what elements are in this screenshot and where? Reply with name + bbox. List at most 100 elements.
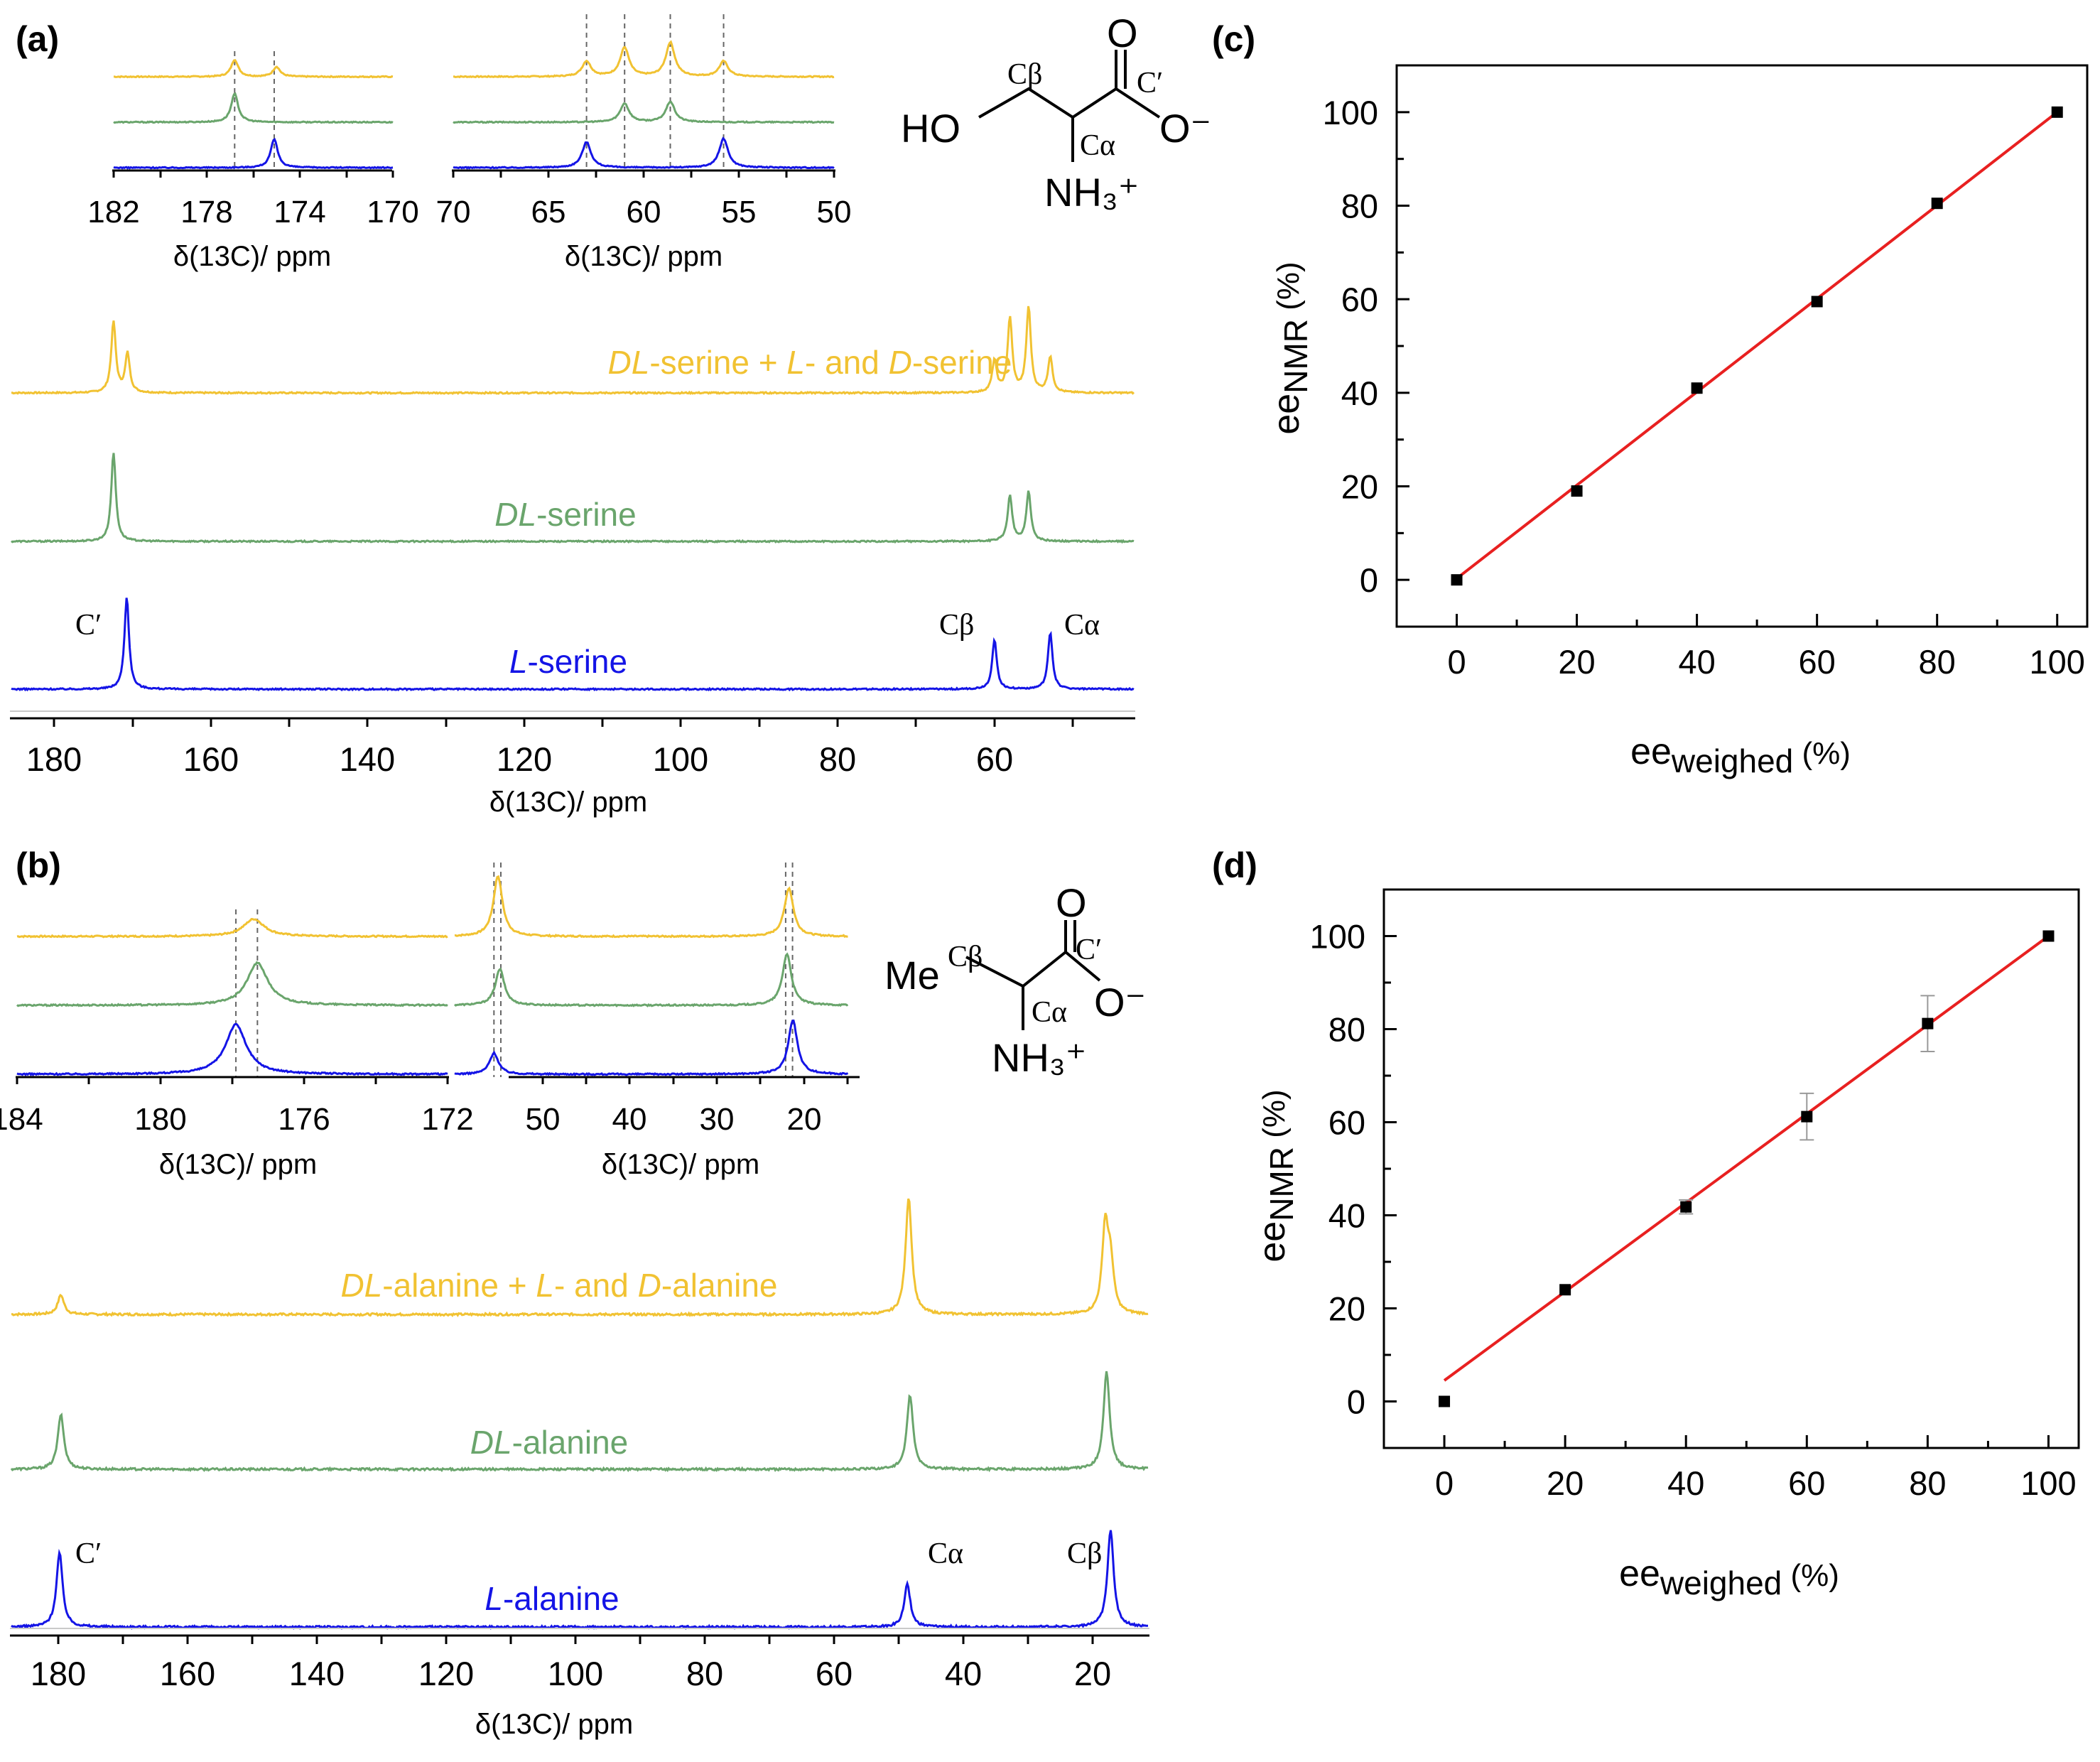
data-point bbox=[2051, 106, 2063, 118]
inset-tick-label: 172 bbox=[421, 1102, 473, 1137]
peak-label-calpha: Cα bbox=[1064, 609, 1100, 642]
x-tick-label: 60 bbox=[1788, 1464, 1825, 1502]
data-point bbox=[1931, 198, 1943, 210]
inset-tick-label: 55 bbox=[722, 195, 757, 229]
data-point bbox=[1691, 382, 1703, 394]
y-tick-label: 0 bbox=[1347, 1383, 1365, 1421]
data-point bbox=[1922, 1017, 1934, 1029]
panel-b: (b) 184 180 176 172 δ(13C)/ ppm 50 40 30… bbox=[0, 845, 1149, 1740]
panel-a-inset-carbonyl: 182 178 174 170 δ(13C)/ ppm bbox=[87, 51, 419, 272]
inset-tick-label: 174 bbox=[274, 195, 325, 229]
trace-label-blue: L-serine bbox=[509, 643, 627, 680]
main-tick-label: 60 bbox=[816, 1655, 853, 1692]
serine-ho: HO bbox=[901, 106, 960, 151]
y-tick-label: 60 bbox=[1328, 1104, 1365, 1142]
x-tick-label: 20 bbox=[1558, 643, 1595, 681]
peak-label-cprime: C′ bbox=[75, 1537, 102, 1570]
inset-x-label: δ(13C)/ ppm bbox=[159, 1149, 317, 1180]
inset-tick-label: 176 bbox=[278, 1102, 330, 1137]
spectrum-trace bbox=[16, 1022, 448, 1076]
main-tick-label: 160 bbox=[183, 740, 239, 778]
data-point bbox=[1571, 485, 1583, 497]
inset-tick-label: 65 bbox=[531, 195, 566, 229]
serine-nh3: NH₃⁺ bbox=[1044, 170, 1139, 215]
serine-bonds bbox=[978, 87, 1161, 119]
data-point bbox=[1559, 1284, 1571, 1296]
y-tick-label: 40 bbox=[1328, 1197, 1365, 1235]
main-tick-label: 160 bbox=[160, 1655, 215, 1692]
trace-label-blue: L-alanine bbox=[485, 1580, 619, 1617]
panel-c-plot: 0 20 40 60 80 100 0 20 40 60 80 100 bbox=[1323, 64, 2089, 681]
peak-label-cbeta: Cβ bbox=[1067, 1537, 1102, 1570]
panel-b-label: (b) bbox=[16, 845, 61, 885]
peak-label-cprime: C′ bbox=[75, 609, 102, 642]
spectrum-trace bbox=[113, 92, 394, 124]
alanine-o: O bbox=[1056, 880, 1087, 925]
main-x-label: δ(13C)/ ppm bbox=[489, 787, 647, 818]
main-tick-label: 180 bbox=[26, 740, 82, 778]
x-tick-label: 0 bbox=[1447, 643, 1466, 681]
panel-a-inset-aliphatic: 70 65 60 55 50 δ(13C)/ ppm bbox=[436, 14, 852, 272]
inset-tick-label: 30 bbox=[700, 1102, 735, 1137]
panel-a-main-spectrum bbox=[11, 306, 1135, 692]
serine-cbeta-label: Cβ bbox=[1007, 58, 1042, 91]
alanine-nh3: NH₃⁺ bbox=[992, 1035, 1086, 1080]
y-tick-label: 20 bbox=[1341, 468, 1378, 506]
alanine-structure: Me O O⁻ NH₃⁺ Cβ Cα C′ bbox=[884, 880, 1146, 1080]
main-tick-label: 180 bbox=[31, 1655, 86, 1692]
spectrum-trace bbox=[454, 1019, 849, 1076]
spectrum-trace bbox=[11, 306, 1135, 396]
inset-tick-label: 170 bbox=[367, 195, 418, 229]
serine-calpha-label: Cα bbox=[1080, 129, 1115, 162]
panel-d-plot: 0 20 40 60 80 100 0 20 40 60 80 100 bbox=[1310, 888, 2080, 1502]
panel-c: (c) 0 20 40 60 80 100 0 20 40 60 80 100 eeweighed (… bbox=[1212, 19, 2089, 779]
trace-label-yellow: DL-serine + L- and D-serine bbox=[608, 344, 1012, 381]
spectrum-trace bbox=[454, 952, 848, 1007]
x-tick-label: 80 bbox=[1909, 1464, 1946, 1502]
panel-b-inset-carbonyl: 184 180 176 172 δ(13C)/ ppm bbox=[0, 909, 474, 1180]
main-tick-label: 80 bbox=[686, 1655, 723, 1692]
alanine-calpha-label: Cα bbox=[1032, 996, 1067, 1029]
panel-a-label: (a) bbox=[16, 19, 59, 59]
main-tick-label: 100 bbox=[653, 740, 708, 778]
peak-label-calpha: Cα bbox=[928, 1537, 963, 1570]
serine-o-minus: O⁻ bbox=[1159, 106, 1211, 151]
linear-fit-line bbox=[1456, 111, 2058, 580]
main-tick-label: 60 bbox=[976, 740, 1013, 778]
spectrum-trace bbox=[11, 1530, 1148, 1631]
y-tick-label: 60 bbox=[1341, 281, 1378, 318]
serine-structure: HO O O⁻ NH₃⁺ Cβ Cα C′ bbox=[901, 11, 1211, 215]
inset-tick-label: 184 bbox=[0, 1102, 43, 1137]
data-point bbox=[2042, 930, 2055, 942]
data-point bbox=[1439, 1395, 1451, 1407]
data-point bbox=[1811, 296, 1823, 308]
x-tick-label: 100 bbox=[2020, 1464, 2076, 1502]
main-tick-label: 40 bbox=[945, 1655, 982, 1692]
trace-label-yellow: DL-alanine + L- and D-alanine bbox=[340, 1267, 777, 1304]
alanine-cprime-label: C′ bbox=[1076, 934, 1102, 966]
y-tick-label: 100 bbox=[1323, 94, 1378, 131]
inset-tick-label: 178 bbox=[180, 195, 232, 229]
spectrum-trace bbox=[453, 40, 835, 79]
trace-label-green: DL-serine bbox=[494, 496, 636, 533]
data-point bbox=[1451, 574, 1463, 586]
alanine-me: Me bbox=[884, 953, 940, 998]
x-axis-label: eeweighed (%) bbox=[1619, 1553, 1839, 1601]
data-point bbox=[1801, 1110, 1813, 1123]
inset-tick-label: 50 bbox=[817, 195, 852, 229]
x-axis-label: eeweighed (%) bbox=[1630, 731, 1851, 779]
x-tick-label: 100 bbox=[2030, 643, 2085, 681]
spectrum-trace bbox=[16, 961, 448, 1007]
main-tick-label: 120 bbox=[418, 1655, 474, 1692]
inset-tick-label: 20 bbox=[787, 1102, 822, 1137]
spectrum-trace bbox=[453, 136, 835, 170]
spectrum-trace bbox=[453, 100, 835, 124]
panel-d-label: (d) bbox=[1212, 845, 1257, 885]
x-tick-label: 40 bbox=[1667, 1464, 1704, 1502]
spectrum-trace bbox=[16, 917, 448, 939]
inset-tick-label: 182 bbox=[87, 195, 139, 229]
main-tick-label: 100 bbox=[548, 1655, 603, 1692]
plot-frame bbox=[1395, 64, 2089, 628]
panel-b-main-spectrum bbox=[10, 1198, 1149, 1631]
